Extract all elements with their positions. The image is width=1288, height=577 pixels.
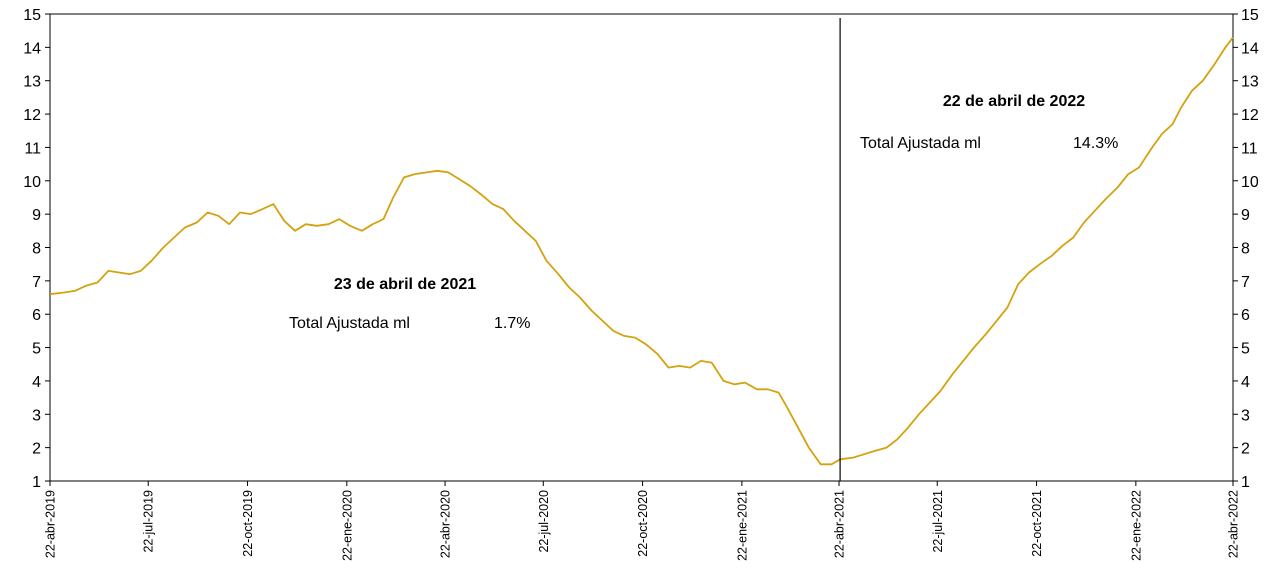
y-tick-label-left-15: 15 [23, 7, 41, 24]
plot-frame [49, 13, 1234, 482]
y-tick-label-left-2: 2 [32, 441, 41, 458]
y-tick-label-right-9: 9 [1241, 207, 1250, 224]
y-tick-label-right-5: 5 [1241, 341, 1250, 358]
annotation-left-value: 1.7% [494, 315, 530, 332]
x-tick-label-8: 22-abr-2021 [833, 490, 847, 558]
y-tick-label-left-11: 11 [24, 140, 41, 157]
x-tick-label-11: 22-ene-2022 [1129, 490, 1143, 561]
y-tick-label-right-8: 8 [1241, 241, 1250, 258]
annotation-right-value: 14.3% [1073, 135, 1118, 152]
y-tick-label-left-13: 13 [23, 74, 41, 91]
annotation-left-title: 23 de abril de 2021 [334, 276, 476, 293]
x-tick-label-12: 22-abr-2022 [1227, 490, 1241, 558]
annotation-right-title: 22 de abril de 2022 [943, 93, 1085, 110]
y-tick-label-left-7: 7 [32, 274, 41, 291]
y-tick-label-right-11: 11 [1241, 140, 1258, 157]
y-tick-label-right-1: 1 [1241, 474, 1250, 491]
y-tick-label-left-4: 4 [32, 374, 41, 391]
y-tick-label-right-3: 3 [1241, 407, 1250, 424]
y-tick-label-right-12: 12 [1241, 107, 1259, 124]
x-tick-label-10: 22-oct-2021 [1030, 490, 1044, 557]
y-tick-label-right-6: 6 [1241, 307, 1250, 324]
x-tick-label-1: 22-jul-2019 [142, 490, 156, 553]
x-tick-label-5: 22-jul-2020 [537, 490, 551, 553]
y-tick-label-left-9: 9 [32, 207, 41, 224]
y-tick-label-left-5: 5 [32, 341, 41, 358]
x-tick-label-9: 22-jul-2021 [931, 490, 945, 553]
y-tick-label-left-14: 14 [23, 40, 41, 57]
x-tick-label-2: 22-oct-2019 [241, 490, 255, 557]
y-tick-label-left-12: 12 [23, 107, 41, 124]
y-tick-label-right-10: 10 [1241, 174, 1259, 191]
y-tick-label-right-7: 7 [1241, 274, 1250, 291]
x-tick-label-4: 22-abr-2020 [439, 490, 453, 558]
series-group [49, 18, 1234, 481]
y-tick-label-right-2: 2 [1241, 441, 1250, 458]
y-tick-label-left-6: 6 [32, 307, 41, 324]
y-tick-label-right-13: 13 [1241, 74, 1259, 91]
x-tick-label-0: 22-abr-2019 [44, 490, 58, 558]
annotation-left-label: Total Ajustada ml [289, 315, 410, 332]
y-tick-label-left-1: 1 [32, 474, 41, 491]
chart-axes [49, 13, 1234, 482]
y-tick-label-right-15: 15 [1241, 7, 1259, 24]
y-tick-label-left-8: 8 [32, 241, 41, 258]
x-axis-ticks: 22-abr-2019 22-jul-2019 22-oct-2019 22-ene-… [44, 481, 1241, 561]
y-tick-label-left-3: 3 [32, 407, 41, 424]
y-tick-label-right-14: 14 [1241, 40, 1259, 57]
x-tick-label-7: 22-ene-2021 [735, 490, 749, 561]
x-tick-label-3: 22-ene-2020 [340, 490, 354, 561]
annotations: 23 de abril de 2021 Total Ajustada ml 1.… [289, 93, 1118, 332]
y-tick-label-left-10: 10 [23, 174, 41, 191]
x-tick-label-6: 22-oct-2020 [636, 490, 650, 557]
y-tick-label-right-4: 4 [1241, 374, 1250, 391]
annotation-right-label: Total Ajustada ml [860, 135, 981, 152]
series-line [49, 36, 1234, 466]
